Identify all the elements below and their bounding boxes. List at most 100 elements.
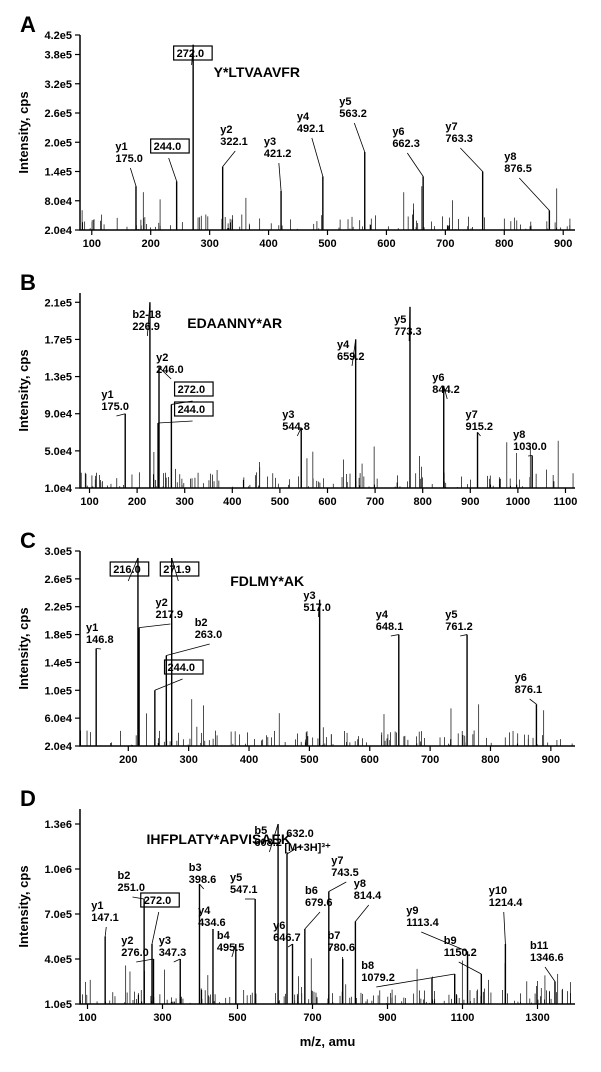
svg-text:b4: b4 [217,930,231,942]
peak-label: y2217.9 [155,597,183,621]
svg-text:b6: b6 [305,885,318,897]
svg-text:y6: y6 [515,672,527,684]
svg-text:y2: y2 [155,597,167,609]
svg-text:400: 400 [259,238,277,250]
svg-text:8.0e4: 8.0e4 [44,196,72,208]
svg-text:495.5: 495.5 [217,942,245,954]
peak-label: b6679.6 [305,885,333,909]
svg-text:800: 800 [495,238,513,250]
svg-text:y6: y6 [273,920,285,932]
svg-text:500: 500 [228,1012,246,1024]
svg-text:679.6: 679.6 [305,897,333,909]
svg-text:662.3: 662.3 [392,138,420,150]
svg-text:216.0: 216.0 [113,564,141,576]
svg-text:251.0: 251.0 [118,882,146,894]
peak-label: 272.0 [174,46,213,60]
svg-text:y9: y9 [406,905,418,917]
peak-label: y4434.6 [198,905,226,929]
svg-text:1.0e5: 1.0e5 [44,685,72,697]
peak-label: y1175.0 [115,141,143,165]
svg-text:100: 100 [80,496,98,508]
svg-text:y2: y2 [121,935,133,947]
svg-text:1030.0: 1030.0 [513,441,547,453]
peak-label: y7743.5 [331,855,359,879]
peak-label: b81079.2 [361,960,395,984]
peak-label: y5761.2 [445,609,473,633]
svg-text:226.9: 226.9 [132,321,160,333]
peak-label: y6876.1 [515,672,543,696]
svg-text:y8: y8 [504,151,516,163]
svg-text:244.0: 244.0 [154,141,182,153]
svg-text:900: 900 [542,754,560,766]
peak-label: y5563.2 [339,96,367,120]
peak-label: 272.0 [175,382,214,396]
peak-label: b111346.6 [530,940,564,964]
svg-text:y1: y1 [101,389,113,401]
svg-text:2.0e4: 2.0e4 [44,225,72,237]
svg-text:800: 800 [481,754,499,766]
svg-text:434.6: 434.6 [198,917,226,929]
svg-text:100: 100 [83,238,101,250]
spectrum-panel-B: 1.0e45.0e49.0e41.3e51.7e52.1e51002003004… [10,268,590,518]
spectrum-panel-C: 2.0e46.0e41.0e51.4e51.8e52.2e52.6e53.0e5… [10,526,590,776]
y-axis-label: Intensity, cps [16,91,31,173]
panel-letter: C [20,528,36,553]
peak-label: y6844.2 [432,372,460,396]
peak-label: [M+3H]³⁺ [284,842,331,854]
svg-text:1.4e5: 1.4e5 [44,167,72,179]
svg-text:4.2e5: 4.2e5 [44,30,72,42]
peptide-sequence: IHFPLATY*APVISAEK [147,831,291,847]
peak-label: y4659.2 [337,339,365,363]
svg-text:1079.2: 1079.2 [361,972,395,984]
svg-text:y5: y5 [339,96,351,108]
spectrum-panel-D: 1.0e54.0e57.0e51.0e61.3e6100300500700900… [10,784,590,1054]
svg-text:600: 600 [318,496,336,508]
y-axis-label: Intensity, cps [16,607,31,689]
svg-text:700: 700 [421,754,439,766]
svg-text:600: 600 [377,238,395,250]
svg-text:1.4e5: 1.4e5 [44,657,72,669]
svg-text:9.0e4: 9.0e4 [44,409,72,421]
svg-text:761.2: 761.2 [445,621,473,633]
svg-text:648.1: 648.1 [376,621,404,633]
peak-label: y4492.1 [297,111,325,135]
svg-text:4.0e5: 4.0e5 [44,954,72,966]
svg-text:y8: y8 [354,878,366,890]
svg-text:y8: y8 [513,429,525,441]
peptide-sequence: Y*LTVAAVFR [214,64,300,80]
peak-label: b7780.6 [328,930,356,954]
svg-text:1100: 1100 [451,1012,475,1024]
svg-text:y2: y2 [220,124,232,136]
svg-text:800: 800 [414,496,432,508]
svg-text:200: 200 [119,754,137,766]
svg-text:659.2: 659.2 [337,351,365,363]
svg-text:y7: y7 [445,121,457,133]
svg-text:1113.4: 1113.4 [406,917,439,929]
mass-spectra-figure: 2.0e48.0e41.4e52.0e52.6e53.2e53.8e54.2e5… [10,10,591,1054]
peak-label: y3544.8 [282,409,310,433]
panel-letter: D [20,786,36,811]
svg-text:517.0: 517.0 [303,602,331,614]
peak-label: y3517.0 [303,590,331,614]
peak-label: 244.0 [165,660,204,674]
svg-text:b2: b2 [118,870,131,882]
svg-text:876.5: 876.5 [504,163,532,175]
svg-text:400: 400 [240,754,258,766]
x-axis-label: m/z, amu [300,1034,356,1049]
svg-text:[M+3H]³⁺: [M+3H]³⁺ [284,842,331,854]
peak-label: y81030.0 [513,429,547,453]
peak-label: 216.0 [110,562,149,576]
svg-text:246.0: 246.0 [156,364,184,376]
svg-text:1.7e5: 1.7e5 [44,334,72,346]
svg-text:5.0e4: 5.0e4 [44,446,72,458]
peak-label: b2-18226.9 [132,309,161,333]
svg-text:y3: y3 [159,935,171,947]
peak-label: b91150.2 [444,935,477,959]
svg-text:244.0: 244.0 [168,662,196,674]
svg-text:7.0e5: 7.0e5 [44,909,72,921]
peak-label: b3398.6 [189,862,217,886]
svg-text:272.0: 272.0 [177,48,205,60]
svg-text:244.0: 244.0 [178,404,206,416]
svg-text:6.0e4: 6.0e4 [44,713,72,725]
svg-text:700: 700 [366,496,384,508]
